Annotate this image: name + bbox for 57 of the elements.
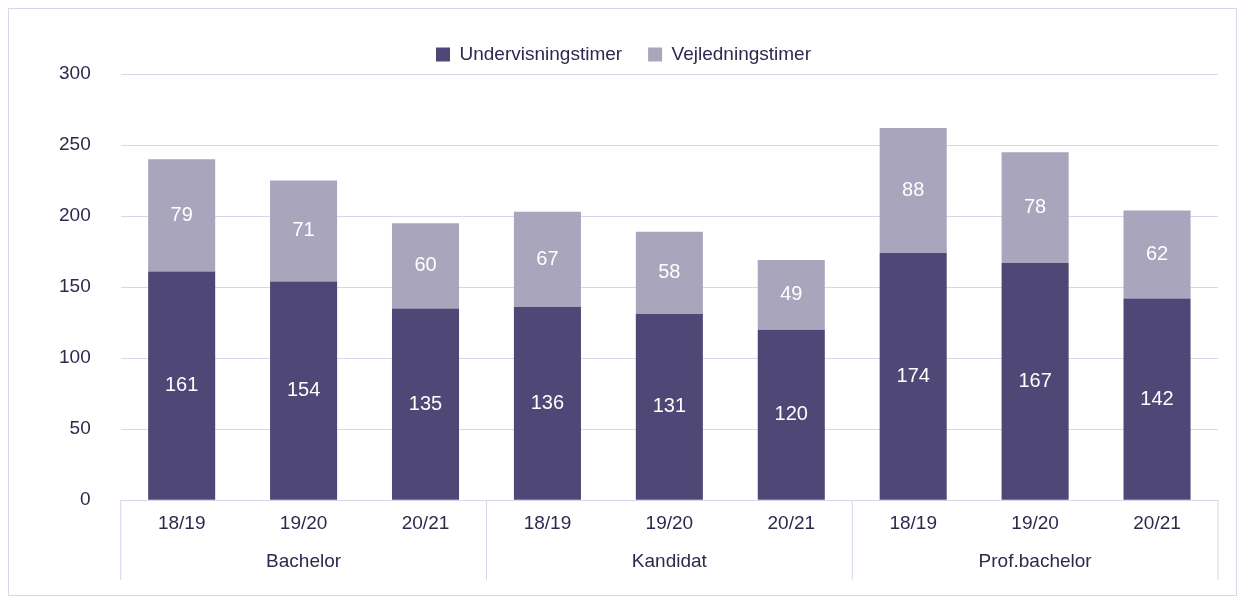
bar: [391, 223, 460, 309]
bar: [513, 306, 581, 500]
y-tick-label: 150: [59, 275, 91, 297]
data-label: 88: [902, 178, 925, 201]
x-tick-label: 19/20: [279, 511, 328, 533]
data-label: 67: [536, 246, 559, 269]
x-tick-label: 19/20: [645, 511, 694, 533]
data-label: 167: [1018, 368, 1052, 391]
bar: [1001, 262, 1069, 500]
bar: [270, 180, 338, 282]
text: Prof.bachelor: [978, 550, 1093, 572]
x-tick-label: 19/20: [1011, 511, 1059, 533]
data-label: 60: [414, 253, 437, 276]
y-tick-label: 200: [59, 204, 91, 226]
bar: [148, 159, 216, 272]
y-tick-label: 250: [59, 133, 91, 155]
data-label: 78: [1023, 195, 1047, 218]
data-label: 135: [408, 391, 443, 414]
bar: [757, 329, 825, 500]
data-label: 79: [170, 202, 193, 225]
data-label: 120: [774, 402, 808, 425]
bar: [148, 271, 216, 500]
bar: [513, 211, 581, 307]
bar: [1001, 152, 1069, 263]
data-label: 131: [652, 394, 687, 417]
data-label: 71: [292, 218, 315, 241]
legend-label: Vejledningstimer: [671, 42, 812, 64]
bar: [391, 308, 460, 500]
x-tick-label: 18/19: [523, 511, 572, 533]
text: Bachelor: [266, 550, 342, 572]
bar: [879, 127, 947, 253]
legend-label: Undervisningstimer: [459, 42, 623, 64]
x-tick-label: 20/21: [767, 511, 816, 533]
data-label: 49: [780, 282, 803, 305]
y-tick-label: 300: [59, 62, 91, 84]
data-label: 58: [658, 260, 681, 283]
x-tick-label: 20/21: [1133, 511, 1181, 533]
y-tick-label: 0: [80, 488, 91, 510]
bar: [635, 314, 703, 500]
data-label: 161: [164, 373, 199, 396]
bar: [1123, 298, 1191, 500]
data-label: 174: [896, 363, 930, 386]
data-label: 154: [286, 378, 321, 401]
text: Kandidat: [631, 550, 708, 572]
bar: [1123, 210, 1191, 299]
data-label: 62: [1145, 241, 1169, 264]
x-tick-label: 18/19: [157, 511, 206, 533]
x-tick-label: 18/19: [889, 511, 937, 533]
x-tick-label: 20/21: [401, 511, 450, 533]
bar: [757, 260, 825, 330]
bar: [879, 253, 947, 500]
data-label: 142: [1140, 386, 1174, 409]
y-tick-label: 50: [69, 417, 91, 439]
y-tick-label: 100: [59, 346, 91, 368]
bar: [270, 281, 338, 500]
data-label: 136: [530, 390, 565, 413]
bar: [635, 231, 703, 315]
